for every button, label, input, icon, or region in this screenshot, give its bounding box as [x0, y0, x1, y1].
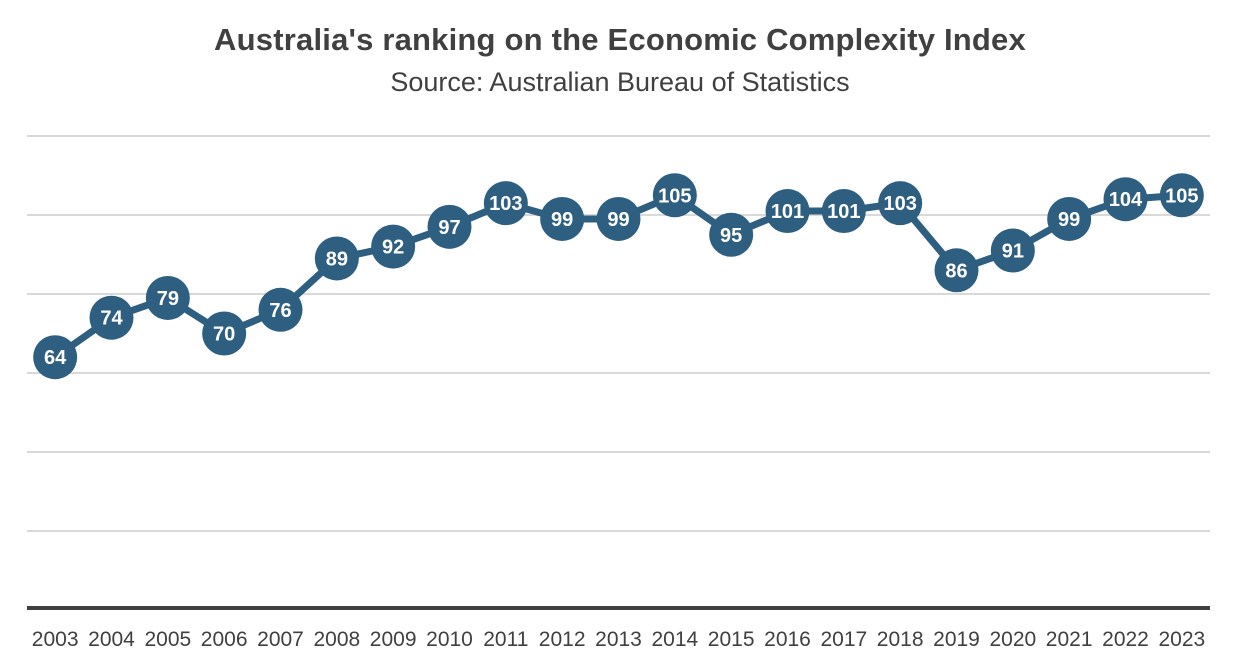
data-marker: [145, 275, 190, 320]
data-point: 92: [371, 224, 416, 269]
data-point: 86: [934, 248, 979, 293]
data-marker: [596, 196, 641, 241]
data-point: 99: [540, 196, 585, 241]
data-label: 91: [1002, 241, 1024, 263]
data-marker: [89, 295, 134, 340]
x-axis-labels: 2003 2004 2005 2006 2007 2008 2009 2010 2011 2012…: [32, 628, 1205, 651]
x-tick-label: 2016: [764, 628, 811, 651]
data-label: 99: [607, 209, 629, 231]
data-label: 101: [827, 201, 860, 223]
data-marker: [1103, 177, 1148, 222]
data-marker: [371, 224, 416, 269]
data-point: 104: [1103, 177, 1148, 222]
data-point: 64: [33, 335, 78, 380]
data-marker: [258, 287, 303, 332]
chart-subtitle: Source: Australian Bureau of Statistics: [390, 67, 850, 97]
data-label: 70: [213, 324, 235, 346]
data-label: 99: [1058, 209, 1080, 231]
data-label: 103: [489, 193, 522, 215]
data-marker: [878, 181, 923, 226]
x-tick-label: 2023: [1158, 628, 1205, 651]
data-marker: [934, 248, 979, 293]
data-label: 92: [382, 237, 404, 259]
data-point: 103: [483, 181, 528, 226]
data-label: 95: [720, 225, 742, 247]
x-tick-label: 2020: [989, 628, 1036, 651]
x-tick-label: 2013: [595, 628, 642, 651]
data-marker: [427, 204, 472, 249]
x-tick-label: 2010: [426, 628, 473, 651]
data-label: 99: [551, 209, 573, 231]
x-tick-label: 2004: [88, 628, 135, 651]
data-marker: [990, 228, 1035, 273]
x-tick-label: 2019: [933, 628, 980, 651]
data-point: 101: [821, 189, 866, 234]
data-point: 101: [765, 189, 810, 234]
x-tick-label: 2017: [820, 628, 867, 651]
x-tick-label: 2011: [483, 628, 528, 651]
data-point: 95: [709, 212, 754, 257]
x-tick-label: 2022: [1102, 628, 1149, 651]
x-tick-label: 2014: [651, 628, 698, 651]
data-point: 74: [89, 295, 134, 340]
data-point: 105: [652, 173, 697, 218]
data-marker: [483, 181, 528, 226]
x-tick-label: 2018: [877, 628, 924, 651]
data-marker: [1159, 173, 1204, 218]
data-point: 105: [1159, 173, 1204, 218]
data-point: 89: [314, 236, 359, 281]
x-tick-label: 2012: [539, 628, 586, 651]
data-label: 105: [658, 185, 691, 207]
data-label: 97: [438, 217, 460, 239]
data-point: 91: [990, 228, 1035, 273]
x-tick-label: 2015: [708, 628, 755, 651]
data-label: 86: [945, 260, 967, 282]
data-point: 76: [258, 287, 303, 332]
data-label: 76: [269, 300, 291, 322]
data-point: 99: [1047, 196, 1092, 241]
data-label: 105: [1165, 185, 1198, 207]
data-label: 101: [771, 201, 804, 223]
data-point: 99: [596, 196, 641, 241]
data-marker: [709, 212, 754, 257]
data-marker: [33, 335, 78, 380]
x-tick-label: 2005: [144, 628, 191, 651]
x-tick-label: 2021: [1046, 628, 1093, 651]
x-tick-label: 2009: [370, 628, 417, 651]
data-marker: [765, 189, 810, 234]
markers: 64 74 79 70 76 89 92 97 103 99 99 105 95 101 101 103 86 9…: [33, 173, 1204, 380]
data-point: 103: [878, 181, 923, 226]
data-marker: [202, 311, 247, 356]
data-marker: [1047, 196, 1092, 241]
x-tick-label: 2003: [32, 628, 79, 651]
data-label: 64: [44, 347, 67, 369]
data-label: 104: [1109, 189, 1143, 211]
data-marker: [821, 189, 866, 234]
x-tick-label: 2008: [313, 628, 360, 651]
data-label: 89: [326, 248, 348, 270]
data-label: 103: [883, 193, 916, 215]
data-label: 74: [100, 308, 123, 330]
data-marker: [652, 173, 697, 218]
chart-title: Australia's ranking on the Economic Comp…: [214, 22, 1026, 57]
x-tick-label: 2007: [257, 628, 304, 651]
data-label: 79: [157, 288, 179, 310]
x-tick-label: 2006: [201, 628, 248, 651]
data-point: 97: [427, 204, 472, 249]
data-marker: [540, 196, 585, 241]
data-marker: [314, 236, 359, 281]
data-point: 79: [145, 275, 190, 320]
gridlines: [27, 135, 1210, 610]
data-point: 70: [202, 311, 247, 356]
